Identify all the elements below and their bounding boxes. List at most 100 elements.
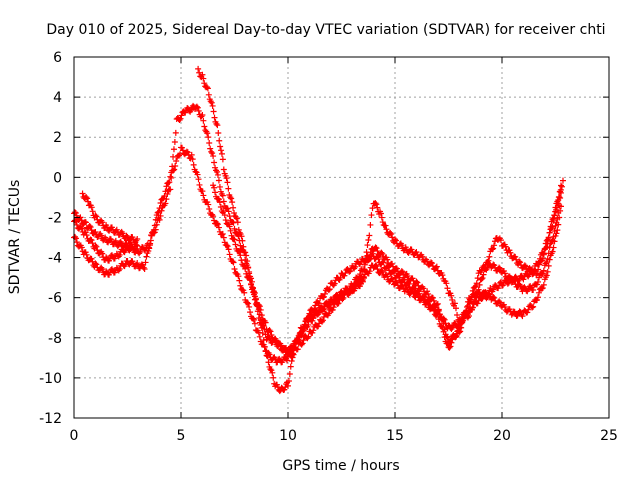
data-point	[227, 227, 234, 234]
data-point	[200, 75, 207, 82]
data-point	[220, 198, 227, 205]
data-point	[220, 208, 227, 215]
data-point	[182, 109, 189, 116]
data-point	[235, 248, 242, 255]
data-point	[229, 199, 236, 206]
data-point	[377, 210, 384, 217]
y-tick-label: 0	[53, 170, 62, 186]
data-point	[259, 330, 266, 337]
data-point	[87, 236, 94, 243]
y-tick-label: -10	[39, 371, 62, 387]
data-point	[555, 209, 562, 216]
data-point	[391, 269, 398, 276]
data-point	[244, 258, 251, 265]
data-point	[372, 200, 379, 207]
data-point	[301, 323, 308, 330]
data-point	[289, 354, 296, 361]
data-point	[311, 306, 318, 313]
data-point	[99, 219, 106, 226]
data-point	[216, 183, 223, 190]
data-point	[237, 282, 244, 289]
data-point	[320, 317, 327, 324]
data-point	[384, 256, 391, 263]
data-point	[170, 167, 177, 174]
data-point	[435, 307, 442, 314]
data-point	[213, 120, 220, 127]
data-point	[261, 343, 268, 350]
data-point	[285, 382, 291, 389]
data-point	[183, 148, 190, 155]
data-point	[119, 230, 126, 237]
data-point	[235, 226, 242, 233]
data-point	[447, 339, 454, 346]
data-point	[278, 342, 285, 349]
data-point	[425, 290, 432, 297]
data-point	[524, 309, 531, 316]
data-point	[551, 212, 558, 219]
data-point	[215, 177, 222, 184]
data-point	[535, 259, 542, 266]
data-point	[71, 209, 78, 216]
y-axis-label: SDTVAR / TECUs	[7, 180, 23, 295]
data-point	[82, 219, 89, 226]
data-point	[480, 271, 487, 278]
data-point	[195, 107, 202, 114]
data-point	[189, 156, 196, 163]
x-tick-label: 5	[177, 428, 186, 444]
data-point	[459, 319, 466, 326]
data-point	[440, 315, 447, 322]
data-point	[214, 122, 221, 129]
data-point	[93, 213, 100, 220]
data-point	[559, 177, 566, 184]
data-point	[420, 285, 427, 292]
data-point	[525, 306, 532, 313]
data-point	[224, 243, 231, 250]
data-point	[501, 270, 508, 277]
data-point	[235, 273, 242, 280]
data-point	[153, 221, 160, 228]
data-point	[531, 267, 538, 274]
data-point	[369, 250, 376, 257]
data-point	[436, 311, 443, 318]
data-point	[549, 216, 556, 223]
data-point	[558, 182, 565, 189]
data-point	[238, 233, 245, 240]
data-point	[378, 267, 385, 274]
data-point	[178, 112, 185, 119]
data-point	[73, 221, 80, 228]
data-point	[521, 262, 528, 269]
data-point	[405, 280, 412, 287]
data-point	[134, 260, 141, 267]
data-point	[342, 270, 349, 277]
data-point	[240, 243, 247, 250]
data-point	[212, 164, 219, 171]
data-point	[498, 278, 505, 285]
data-point	[392, 236, 398, 243]
data-point	[209, 102, 216, 109]
data-point	[359, 278, 366, 285]
data-point	[286, 370, 293, 377]
data-point	[200, 192, 207, 199]
data-point	[416, 290, 423, 297]
data-point	[346, 289, 353, 296]
data-point	[138, 261, 145, 268]
data-point	[552, 204, 559, 211]
data-point	[137, 248, 144, 255]
data-point	[534, 278, 541, 285]
data-point	[433, 263, 440, 270]
data-point	[373, 245, 380, 252]
data-point	[169, 163, 176, 170]
data-point	[300, 327, 307, 334]
data-point	[491, 242, 498, 249]
data-point	[249, 315, 256, 322]
data-point	[218, 147, 225, 154]
data-point	[424, 288, 431, 295]
data-point	[211, 114, 218, 121]
data-point	[194, 104, 201, 111]
data-point	[384, 263, 391, 270]
data-point	[220, 234, 227, 241]
data-point	[164, 190, 171, 197]
data-point	[226, 213, 233, 220]
data-point	[140, 264, 147, 271]
